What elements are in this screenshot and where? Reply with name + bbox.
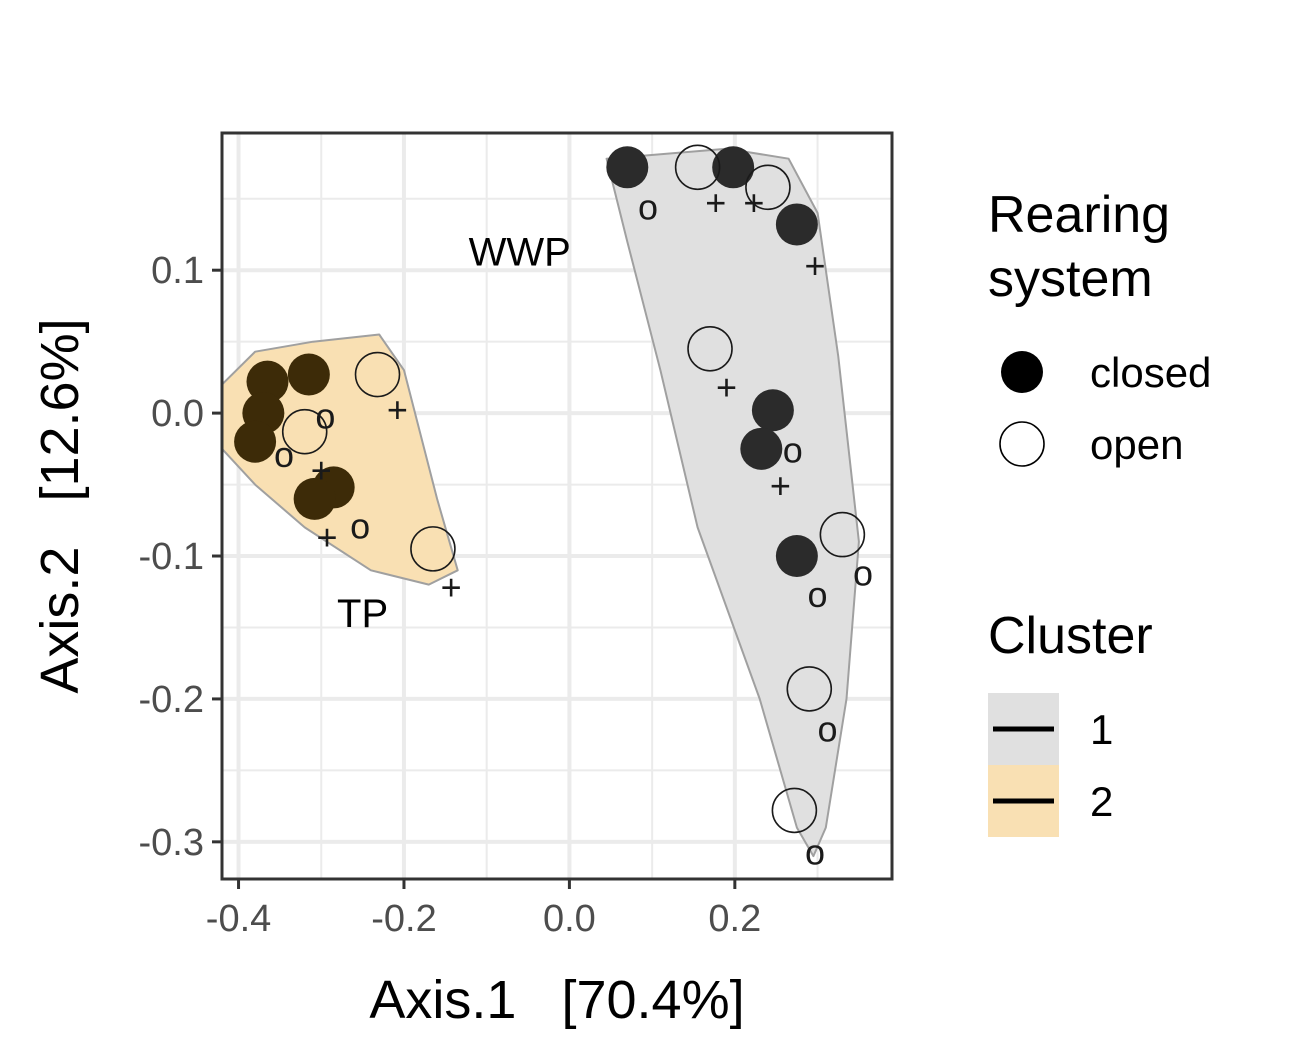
open-point (410, 526, 456, 572)
legend-title-rearing-system: Rearing (988, 186, 1170, 244)
legend: Rearing system closed open Cluster 1 2 (988, 186, 1211, 837)
legend-title-rearing-system: system (988, 250, 1153, 308)
panel-border (220, 131, 894, 881)
x-tick-label: 0.2 (708, 898, 761, 940)
legend-key-closed (1001, 351, 1043, 393)
open-point (819, 511, 866, 558)
o-marker: o (315, 395, 335, 436)
legend-label-cluster-2: 2 (1090, 778, 1113, 825)
annotation-tp: TP (337, 592, 388, 636)
plus-marker: + (770, 465, 791, 506)
annotation-wwp: WWP (469, 231, 571, 275)
x-tick-label: -0.4 (206, 898, 271, 940)
y-tick-label: -0.2 (139, 679, 204, 721)
closed-point (246, 360, 289, 403)
closed-point (234, 420, 277, 463)
y-axis: -0.3 -0.2 -0.1 0.0 0.1 (139, 250, 222, 864)
open-point (674, 144, 721, 191)
x-axis-title: Axis.1 [70.4%] (369, 970, 744, 1030)
closed-point (287, 353, 330, 396)
o-marker: o (783, 430, 803, 471)
open-point (354, 351, 401, 398)
closed-point (740, 427, 783, 470)
legend-title-cluster: Cluster (988, 607, 1153, 665)
plus-marker: + (743, 182, 764, 223)
plus-marker: + (705, 182, 726, 223)
open-point (281, 408, 328, 455)
y-tick-label: 0.1 (151, 250, 204, 292)
y-axis-title: Axis.2 [12.6%] (30, 318, 90, 693)
x-axis: -0.4 -0.2 0.0 0.2 (206, 879, 761, 940)
o-marker: o (274, 434, 294, 475)
legend-label-open: open (1090, 421, 1183, 468)
legend-label-closed: closed (1090, 349, 1211, 396)
closed-point (606, 146, 649, 189)
x-tick-label: 0.0 (543, 898, 596, 940)
closed-point (712, 146, 755, 189)
plus-marker: + (387, 389, 408, 430)
closed-point (751, 389, 794, 432)
y-tick-label: 0.0 (151, 393, 204, 435)
closed-point (775, 203, 818, 246)
legend-label-cluster-1: 1 (1090, 706, 1113, 753)
plus-marker: + (311, 449, 332, 490)
closed-point (293, 477, 336, 520)
cluster-hull-1 (605, 147, 860, 858)
o-marker: o (350, 505, 370, 546)
o-marker: o (805, 831, 825, 872)
legend-key-open (999, 421, 1045, 467)
annotations: WWP TP (337, 231, 571, 637)
open-point (786, 666, 833, 712)
o-marker: o (817, 708, 837, 749)
open-point (771, 787, 818, 834)
o-marker: o (853, 553, 873, 594)
plus-marker: + (805, 245, 826, 286)
closed-point (775, 535, 818, 578)
open-point (745, 164, 791, 211)
plus-marker: + (317, 516, 338, 557)
o-marker: o (638, 187, 658, 228)
y-tick-label: -0.3 (139, 822, 204, 864)
o-marker: o (808, 574, 828, 615)
x-tick-label: -0.2 (371, 898, 436, 940)
plus-marker: + (441, 566, 462, 607)
y-tick-label: -0.1 (139, 536, 204, 578)
plus-marker: + (716, 366, 737, 407)
open-point (687, 325, 733, 372)
